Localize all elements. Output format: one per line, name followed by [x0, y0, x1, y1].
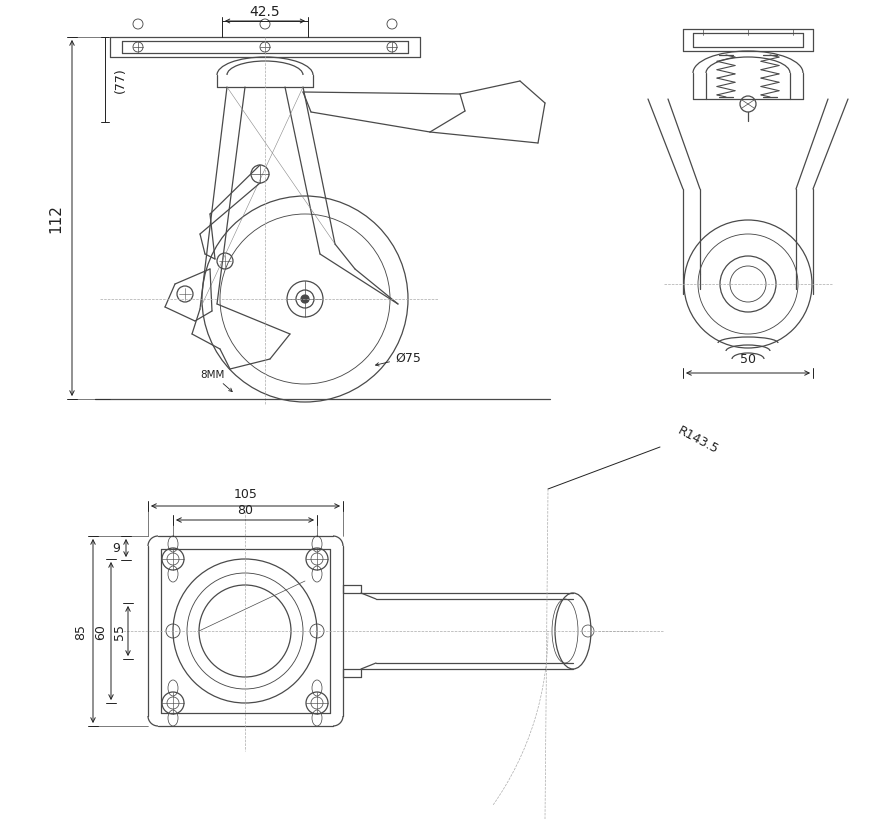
Text: 9: 9	[112, 542, 120, 554]
Text: 50: 50	[740, 353, 756, 366]
Text: (77): (77)	[114, 67, 126, 93]
Text: 60: 60	[94, 623, 108, 639]
Text: 105: 105	[233, 488, 257, 501]
Text: 8MM: 8MM	[200, 369, 232, 392]
Text: 42.5: 42.5	[250, 5, 280, 19]
Circle shape	[301, 296, 309, 304]
Text: 85: 85	[75, 623, 87, 639]
Text: Ø75: Ø75	[376, 351, 421, 367]
Text: 80: 80	[237, 504, 253, 517]
Text: 112: 112	[48, 204, 63, 233]
Text: R143.5: R143.5	[676, 423, 721, 455]
Text: 55: 55	[112, 623, 125, 639]
